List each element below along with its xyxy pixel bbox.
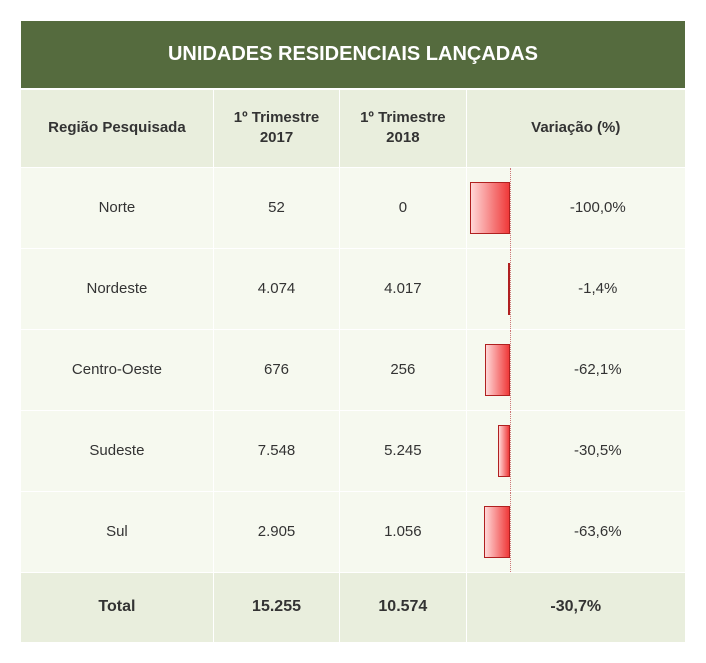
data-table: Região Pesquisada 1º Trimestre 2017 1º T… — [20, 89, 686, 643]
cell-2017-total: 15.255 — [213, 572, 339, 642]
table-row: Centro-Oeste676256 -62,1% — [21, 329, 686, 410]
variation-bar — [470, 182, 510, 234]
variation-pct: -100,0% — [511, 168, 685, 248]
cell-region: Sudeste — [21, 410, 214, 491]
cell-2018: 1.056 — [340, 491, 466, 572]
cell-variation: -30,5% — [466, 410, 685, 491]
variation-bar — [485, 344, 510, 396]
cell-variation: -63,6% — [466, 491, 685, 572]
cell-region: Nordeste — [21, 248, 214, 329]
variation-pct: -1,4% — [511, 249, 685, 329]
bar-zone — [467, 330, 511, 410]
total-row: Total15.25510.574-30,7% — [21, 572, 686, 642]
variation-bar — [484, 506, 510, 558]
cell-region: Centro-Oeste — [21, 329, 214, 410]
cell-2017: 4.074 — [213, 248, 339, 329]
variation-pct: -62,1% — [511, 330, 685, 410]
cell-2018: 256 — [340, 329, 466, 410]
cell-region-total: Total — [21, 572, 214, 642]
cell-variation: -62,1% — [466, 329, 685, 410]
bar-zone — [467, 411, 511, 491]
variation-bar — [498, 425, 510, 477]
cell-2018: 0 — [340, 167, 466, 248]
cell-variation: -100,0% — [466, 167, 685, 248]
table-row: Norte520 -100,0% — [21, 167, 686, 248]
table-row: Nordeste4.0744.017 -1,4% — [21, 248, 686, 329]
cell-2017: 52 — [213, 167, 339, 248]
bar-zone — [467, 492, 511, 572]
header-region: Região Pesquisada — [21, 90, 214, 168]
cell-2017: 676 — [213, 329, 339, 410]
table-title: UNIDADES RESIDENCIAIS LANÇADAS — [20, 20, 686, 89]
cell-variation-total: -30,7% — [466, 572, 685, 642]
bar-zone — [467, 168, 511, 248]
cell-variation: -1,4% — [466, 248, 685, 329]
variation-pct: -63,6% — [511, 492, 685, 572]
cell-region: Norte — [21, 167, 214, 248]
table-row: Sudeste7.5485.245 -30,5% — [21, 410, 686, 491]
cell-region: Sul — [21, 491, 214, 572]
header-2017: 1º Trimestre 2017 — [213, 90, 339, 168]
variation-pct: -30,5% — [511, 411, 685, 491]
bar-zone — [467, 249, 511, 329]
cell-2017: 2.905 — [213, 491, 339, 572]
variation-bar — [508, 263, 510, 315]
cell-2017: 7.548 — [213, 410, 339, 491]
cell-2018: 5.245 — [340, 410, 466, 491]
cell-2018: 4.017 — [340, 248, 466, 329]
header-2018: 1º Trimestre 2018 — [340, 90, 466, 168]
table-container: UNIDADES RESIDENCIAIS LANÇADAS Região Pe… — [20, 20, 686, 643]
table-row: Sul2.9051.056 -63,6% — [21, 491, 686, 572]
header-variation: Variação (%) — [466, 90, 685, 168]
header-row: Região Pesquisada 1º Trimestre 2017 1º T… — [21, 90, 686, 168]
table-body: Norte520-100,0%Nordeste4.0744.017-1,4%Ce… — [21, 167, 686, 642]
cell-2018-total: 10.574 — [340, 572, 466, 642]
